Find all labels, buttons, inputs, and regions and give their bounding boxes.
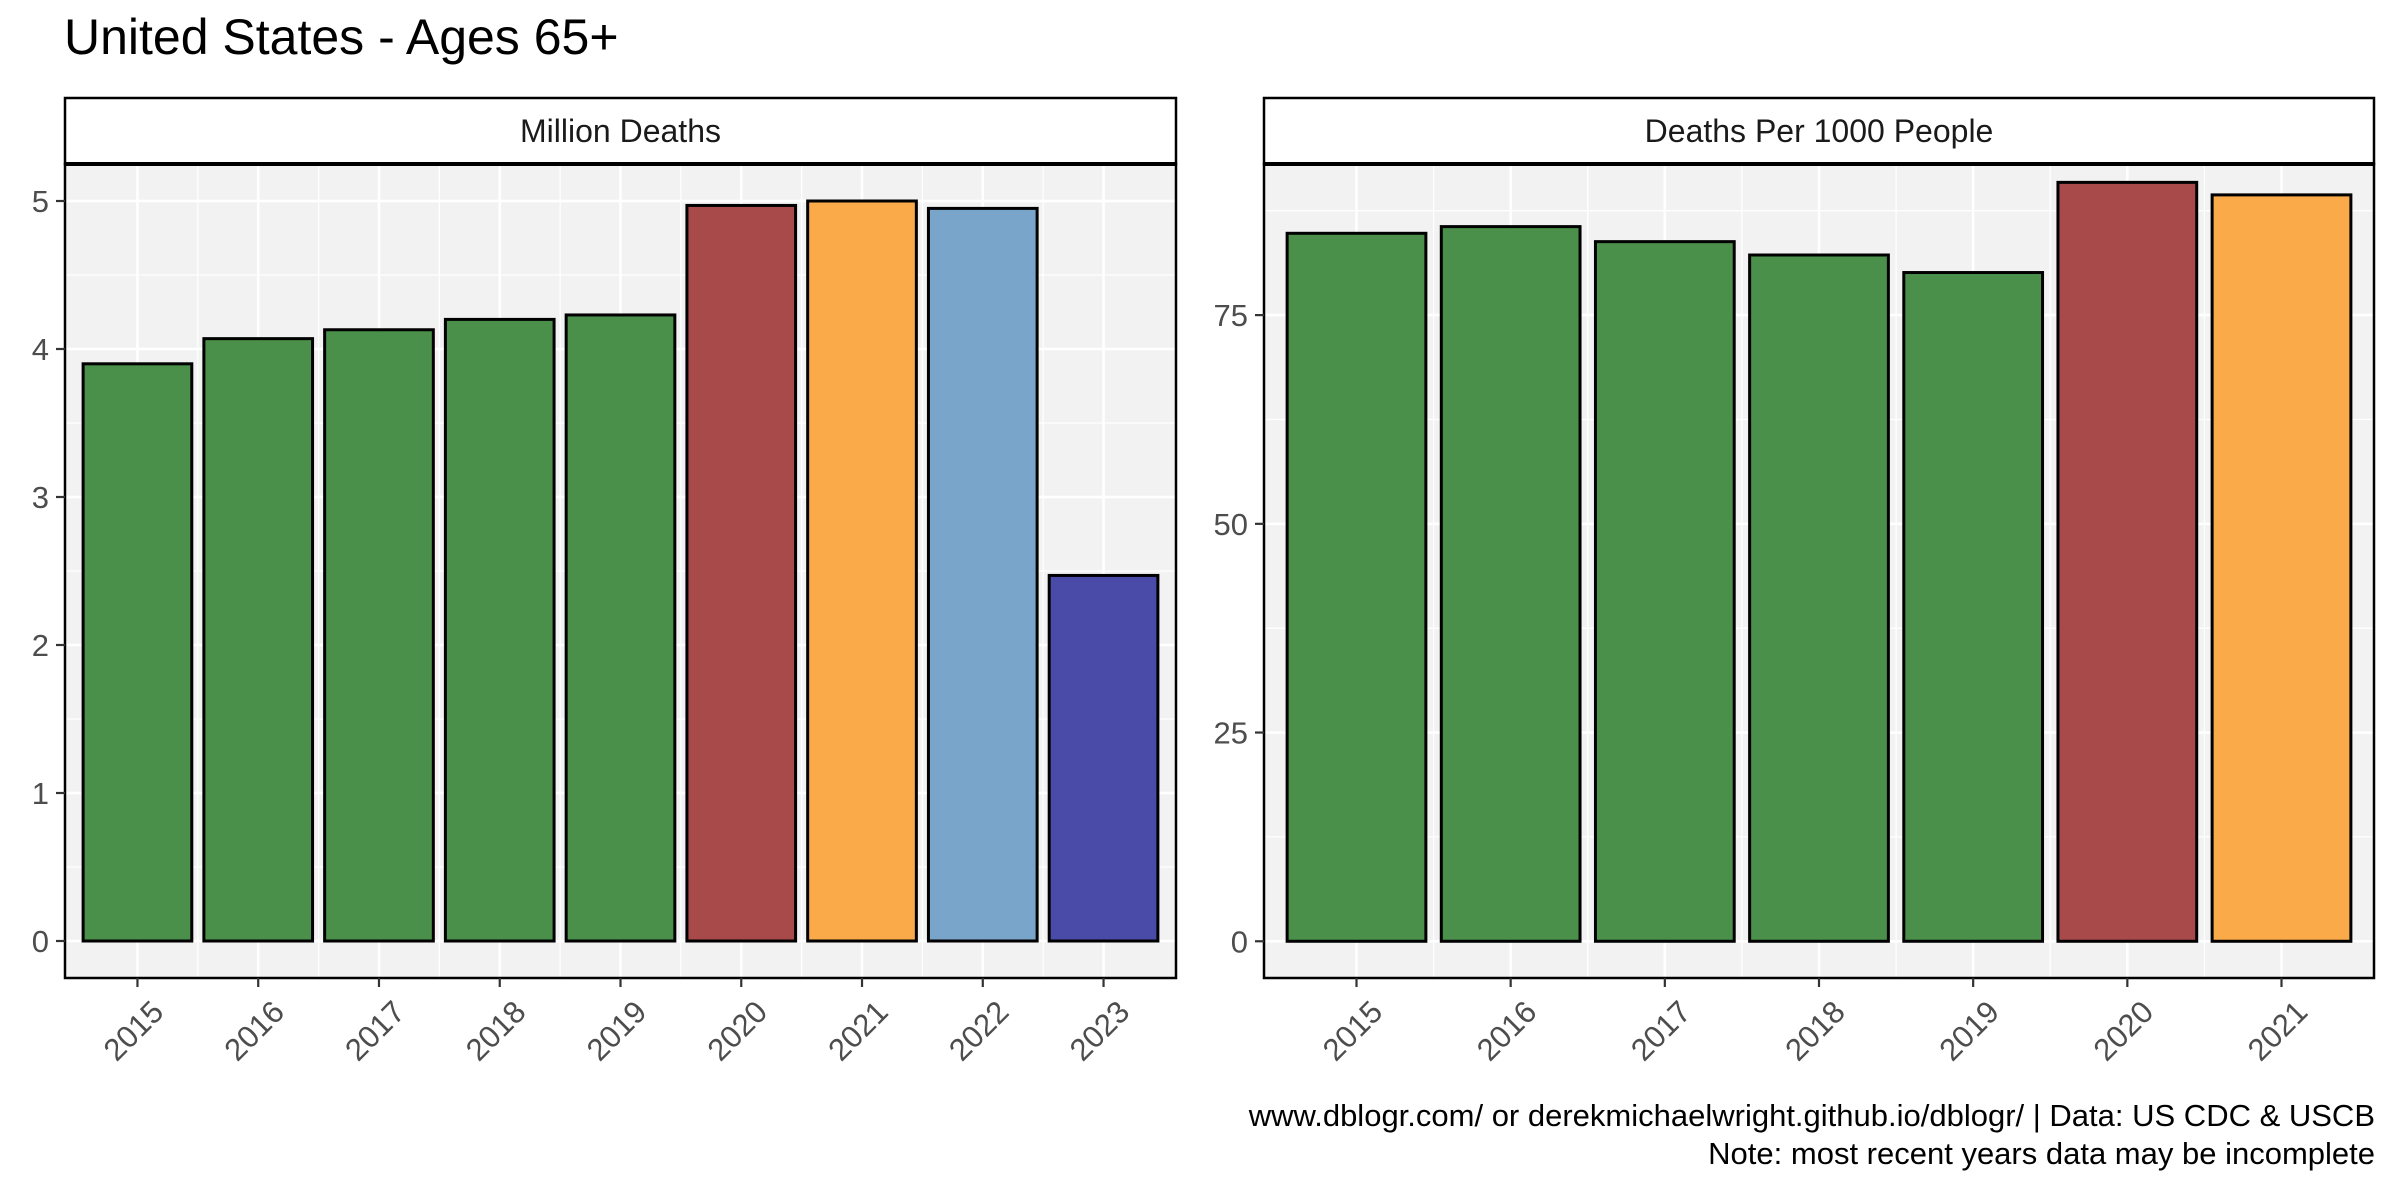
x-tick-label-2019: 2019 (1932, 994, 2006, 1068)
x-tick-label-2018: 2018 (459, 994, 533, 1068)
y-tick-label: 2 (32, 628, 49, 663)
facet-strip-title: Deaths Per 1000 People (1645, 113, 1994, 149)
y-tick-label: 0 (1231, 924, 1248, 959)
bar-2015 (81, 362, 194, 943)
facet-strip-title: Million Deaths (520, 113, 721, 149)
bar-2021 (806, 199, 918, 943)
bar-2018 (443, 317, 556, 943)
x-tick-label-2016: 2016 (1470, 994, 1544, 1068)
y-tick-label: 4 (32, 332, 49, 367)
chart-panel-2: Deaths Per 1000 People 0 25 50 75 2015 2016 201… (1214, 96, 2376, 1068)
bar-2015 (1285, 231, 1428, 943)
x-tick-label-2016: 2016 (217, 994, 291, 1068)
y-tick-label: 0 (32, 924, 49, 959)
x-tick-label-2020: 2020 (701, 994, 775, 1068)
bar-2019 (564, 313, 677, 943)
y-tick-label: 50 (1214, 507, 1248, 542)
bar-2017 (1593, 240, 1736, 943)
bar-2016 (202, 337, 315, 943)
bar-2020 (2056, 180, 2199, 943)
bar-2016 (1439, 225, 1582, 943)
x-tick-label-2019: 2019 (580, 994, 654, 1068)
bar-2020 (685, 203, 798, 943)
chart-panel-1: Million Deaths 0 1 2 3 4 5 2015 2016 2017 2018 2019… (32, 96, 1178, 1068)
bar-2017 (323, 328, 435, 943)
facet-strip (1262, 96, 2376, 166)
y-tick-label: 3 (32, 480, 49, 515)
x-tick-label-2021: 2021 (2241, 994, 2315, 1068)
facet-strip (63, 96, 1178, 166)
bar-2021 (2210, 193, 2353, 943)
x-tick-label-2021: 2021 (821, 994, 895, 1068)
bar-2022 (926, 206, 1039, 943)
x-tick-label-2015: 2015 (97, 994, 171, 1068)
y-tick-label: 75 (1214, 298, 1248, 333)
page-title: United States - Ages 65+ (64, 9, 619, 65)
x-tick-label-2023: 2023 (1063, 994, 1137, 1068)
x-tick-label-2017: 2017 (338, 994, 412, 1068)
bar-2018 (1748, 253, 1890, 943)
x-tick-label-2020: 2020 (2087, 994, 2161, 1068)
x-tick-label-2017: 2017 (1624, 994, 1698, 1068)
bar-2023 (1047, 573, 1160, 943)
source-caption: www.dblogr.com/ or derekmichaelwright.gi… (1248, 1098, 2375, 1133)
x-tick-label-2018: 2018 (1778, 994, 1852, 1068)
bar-2019 (1902, 271, 2045, 943)
y-tick-label: 25 (1214, 716, 1248, 751)
y-tick-label: 1 (32, 776, 49, 811)
x-tick-label-2022: 2022 (942, 994, 1016, 1068)
x-tick-label-2015: 2015 (1316, 994, 1390, 1068)
y-tick-label: 5 (32, 184, 49, 219)
note-caption: Note: most recent years data may be inco… (1708, 1136, 2375, 1171)
